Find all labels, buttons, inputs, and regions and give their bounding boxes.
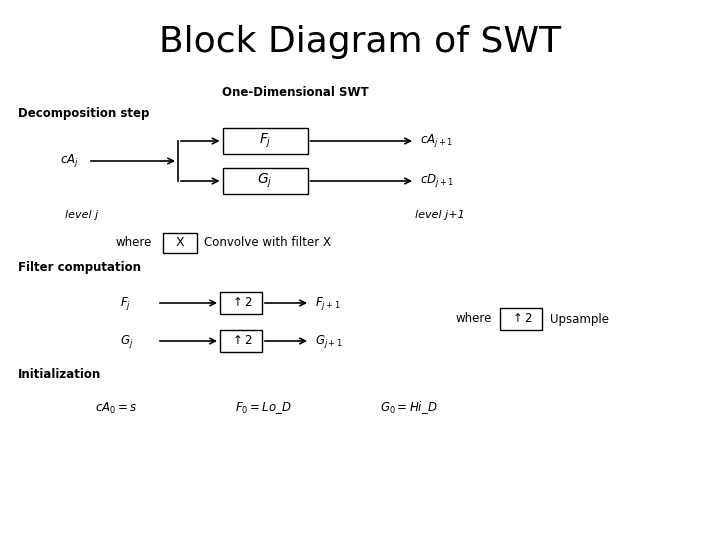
Bar — [222, 168, 307, 194]
Text: where: where — [115, 237, 151, 249]
Text: One-Dimensional SWT: One-Dimensional SWT — [222, 86, 369, 99]
Text: Convolve with filter X: Convolve with filter X — [204, 237, 331, 249]
Bar — [163, 233, 197, 253]
Text: Block Diagram of SWT: Block Diagram of SWT — [159, 25, 561, 59]
Text: $G_{j+1}$: $G_{j+1}$ — [315, 333, 343, 349]
Text: $\uparrow$2: $\uparrow$2 — [510, 313, 532, 326]
Text: $cD_{j+1}$: $cD_{j+1}$ — [420, 172, 454, 190]
Text: $\uparrow$2: $\uparrow$2 — [230, 334, 253, 348]
Text: where: where — [455, 313, 491, 326]
Text: level j: level j — [65, 210, 98, 220]
Text: Decomposition step: Decomposition step — [18, 106, 149, 119]
Text: level j+1: level j+1 — [415, 210, 464, 220]
Text: Upsample: Upsample — [550, 313, 609, 326]
Bar — [220, 330, 262, 352]
Text: $cA_0 = s$: $cA_0 = s$ — [95, 401, 138, 416]
Text: $cA_{j+1}$: $cA_{j+1}$ — [420, 132, 454, 150]
Text: $cA_j$: $cA_j$ — [60, 152, 78, 170]
Text: $F_j$: $F_j$ — [120, 294, 131, 312]
Text: $G_j$: $G_j$ — [120, 333, 133, 349]
Text: X: X — [176, 237, 184, 249]
Bar — [500, 308, 542, 330]
Text: Initialization: Initialization — [18, 368, 102, 381]
Text: Filter computation: Filter computation — [18, 261, 141, 274]
Text: $G_0 = Hi\_D$: $G_0 = Hi\_D$ — [380, 400, 438, 416]
Text: $\uparrow$2: $\uparrow$2 — [230, 296, 253, 309]
Text: $F_0 = Lo\_D$: $F_0 = Lo\_D$ — [235, 400, 292, 416]
Bar — [222, 128, 307, 154]
Text: $G_j$: $G_j$ — [257, 172, 273, 190]
Text: $F_{j+1}$: $F_{j+1}$ — [315, 294, 341, 312]
Bar — [220, 292, 262, 314]
Text: $F_j$: $F_j$ — [258, 132, 271, 150]
